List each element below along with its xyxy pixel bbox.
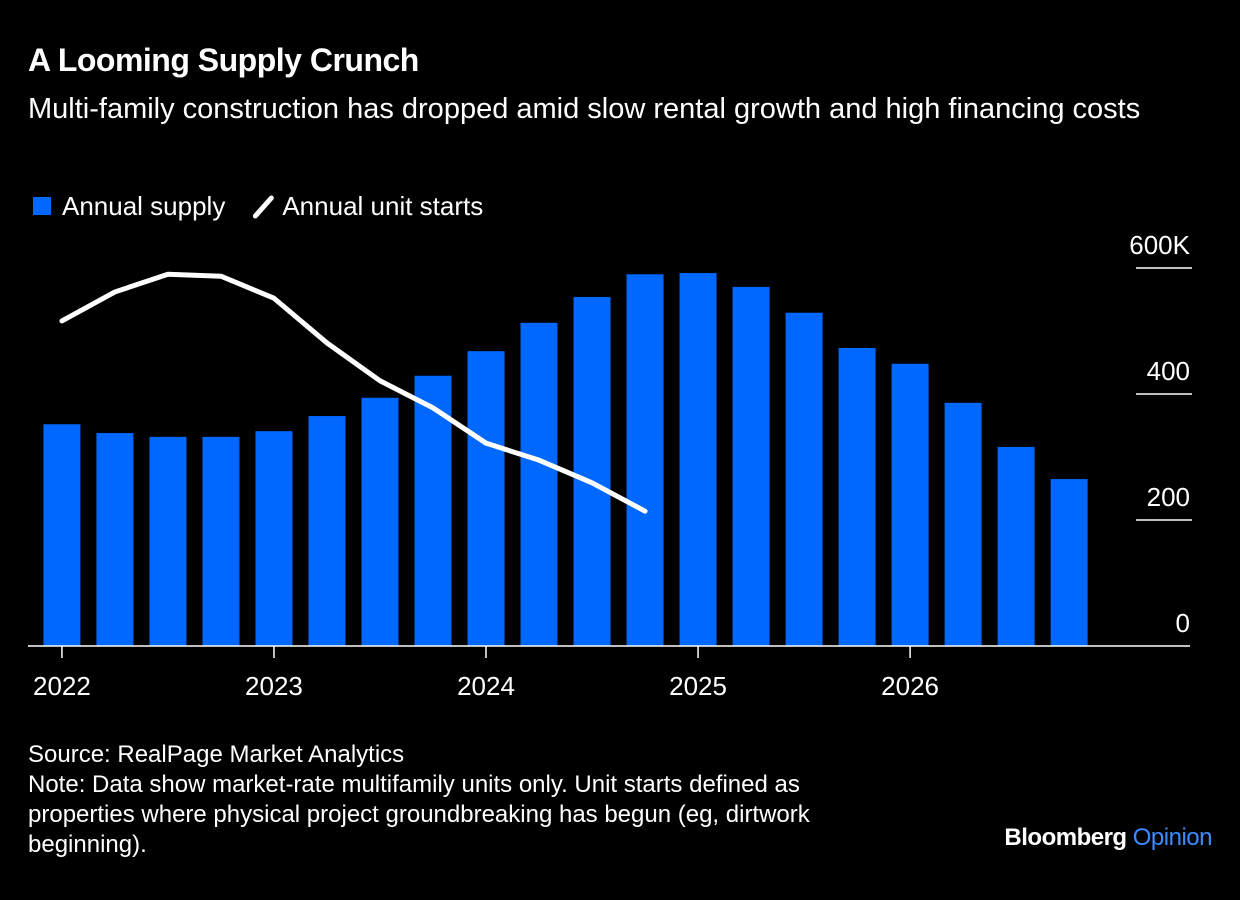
chart-title: A Looming Supply Crunch [28, 42, 419, 78]
bar [732, 286, 770, 646]
bar [149, 436, 187, 646]
bar [626, 274, 664, 646]
bar [520, 322, 558, 646]
legend-label: Annual unit starts [282, 191, 483, 221]
legend-swatch [252, 195, 274, 219]
bar [467, 351, 505, 646]
legend-swatch [33, 197, 51, 215]
bar [679, 273, 717, 646]
bar [573, 296, 611, 646]
bar [308, 416, 346, 646]
y-tick-label: 600K [1129, 230, 1190, 260]
brand-name: Bloomberg [1004, 824, 1127, 851]
bar [1050, 479, 1088, 646]
bar [944, 402, 982, 646]
x-tick-label: 2026 [881, 671, 939, 701]
legend-label: Annual supply [62, 191, 225, 221]
bar [96, 433, 134, 646]
bar [838, 348, 876, 646]
bar [414, 375, 452, 646]
bar [997, 446, 1035, 646]
line [59, 271, 648, 514]
x-tick-label: 2025 [669, 671, 727, 701]
x-tick-label: 2022 [33, 671, 91, 701]
brand: Bloomberg Opinion [1004, 824, 1212, 852]
source: Source: RealPage Market Analytics [28, 741, 405, 768]
x-tick-label: 2024 [457, 671, 515, 701]
note: Note: Data show market-rate multifamily … [28, 771, 810, 858]
y-tick-label: 400 [1147, 356, 1190, 386]
footnotes: Source: RealPage Market Analytics Note: … [28, 740, 888, 860]
bar [785, 312, 823, 646]
bar [255, 431, 293, 646]
bar [891, 363, 929, 646]
x-tick-label: 2023 [245, 671, 303, 701]
chart-subtitle: Multi-family construction has dropped am… [28, 93, 1141, 125]
y-tick-label: 200 [1147, 482, 1190, 512]
y-tick-label: 0 [1176, 608, 1190, 638]
bar [361, 397, 399, 646]
brand-suffix: Opinion [1132, 824, 1213, 851]
bar [43, 424, 81, 646]
bar [202, 436, 240, 646]
